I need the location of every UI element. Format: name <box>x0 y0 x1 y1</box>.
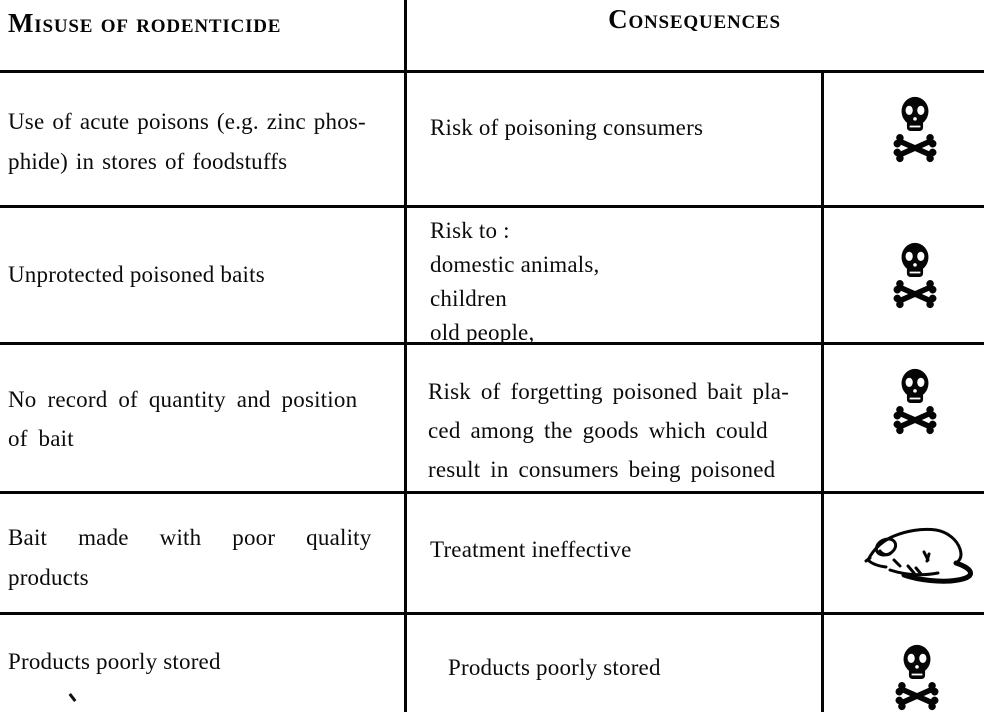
misuse-cell-row-3: No record of quantity and position of ba… <box>8 387 358 451</box>
misuse-cell-row-5: Products poorly stored <box>8 649 221 674</box>
consequence-cell-row-5: Products poorly stored <box>448 655 661 680</box>
misuse-cell-row-1: Use of acute poisons (e.g. zinc phos- ph… <box>8 109 366 174</box>
misuse-cell-row-4: Bait made with poor quality products <box>8 525 372 590</box>
stray-ink-mark <box>68 693 77 702</box>
consequence-cell-row-1: Risk of poisoning consumers <box>430 115 704 140</box>
skull-crossbones-icon <box>888 368 942 438</box>
skull-crossbones-icon <box>890 644 944 712</box>
consequence-cell-row-2: Risk to : domestic animals, children old… <box>430 218 600 345</box>
row-rule-3 <box>0 491 984 494</box>
column-header-misuse: Misuse of rodenticide <box>8 8 282 38</box>
consequence-cell-row-3: Risk of forgetting poisoned bait pla- ce… <box>428 379 790 482</box>
row-rule-2 <box>0 342 984 345</box>
skull-crossbones-icon <box>888 242 942 312</box>
icon-column-divider <box>821 70 824 712</box>
column-header-consequences: Consequences <box>608 4 781 34</box>
header-rule <box>0 70 984 73</box>
row-rule-4 <box>0 612 984 615</box>
rat-icon <box>860 514 980 586</box>
main-column-divider <box>404 0 407 712</box>
row-rule-1 <box>0 205 984 208</box>
skull-crossbones-icon <box>888 96 942 166</box>
misuse-cell-row-2: Unprotected poisoned baits <box>8 262 265 287</box>
consequence-cell-row-4: Treatment ineffective <box>430 537 632 562</box>
